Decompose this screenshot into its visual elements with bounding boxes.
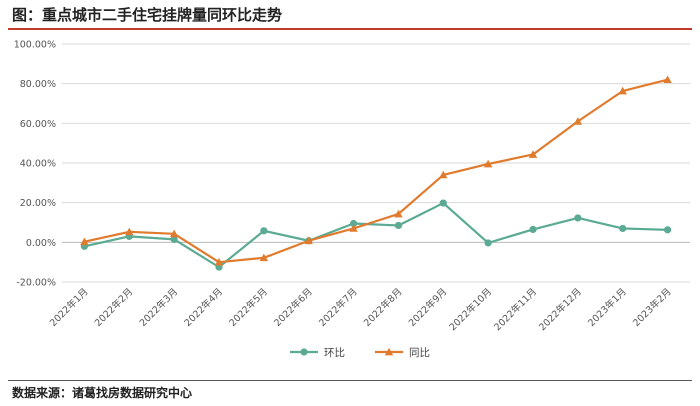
data-point-hb <box>260 227 268 235</box>
series-line-tb <box>84 78 668 264</box>
x-tick-label: 2022年7月 <box>316 286 359 329</box>
legend-marker-tb <box>384 347 394 356</box>
data-point-hb <box>484 239 492 247</box>
y-tick-label: 60.00% <box>20 119 56 130</box>
chart-title: 图：重点城市二手住宅挂牌量同环比走势 <box>12 6 283 24</box>
legend-marker-hb <box>300 348 308 356</box>
x-tick-label: 2022年4月 <box>182 286 225 329</box>
data-point-tb <box>349 224 358 232</box>
x-tick-label: 2022年3月 <box>137 286 180 329</box>
x-tick-label: 2022年1月 <box>47 286 90 329</box>
x-tick-label: 2022年2月 <box>92 286 135 329</box>
data-point-hb <box>619 224 627 233</box>
x-tick-label: 2022年10月 <box>447 286 495 334</box>
data-point-tb <box>618 86 627 95</box>
data-point-hb <box>349 219 358 228</box>
y-tick-label: 80.00% <box>20 79 56 90</box>
legend-label: 同比 <box>409 346 430 359</box>
data-point-tb <box>663 75 672 84</box>
y-tick-label: 40.00% <box>20 159 56 170</box>
x-tick-label: 2022年9月 <box>406 286 449 329</box>
y-tick-label: 0.00% <box>26 238 56 249</box>
data-point-tb <box>259 253 269 262</box>
data-point-hb <box>170 235 178 243</box>
data-point-hb <box>663 226 672 234</box>
footer-rule <box>8 380 692 381</box>
data-source: 数据来源：诸葛找房数据研究中心 <box>12 386 193 400</box>
data-point-hb <box>394 221 403 230</box>
data-point-tb <box>439 170 448 179</box>
y-tick-label: 100.00% <box>14 40 56 51</box>
x-tick-label: 2023年1月 <box>586 286 629 329</box>
data-point-tb <box>304 236 313 245</box>
data-point-tb <box>80 237 89 246</box>
data-point-hb <box>529 225 537 234</box>
y-tick-label: -20.00% <box>16 278 56 289</box>
data-point-tb <box>573 117 583 125</box>
x-tick-label: 2022年12月 <box>536 286 584 334</box>
data-point-tb <box>125 227 134 236</box>
data-point-hb <box>439 199 447 207</box>
x-tick-label: 2022年5月 <box>227 286 270 329</box>
x-tick-label: 2022年11月 <box>492 286 540 334</box>
data-point-tb <box>528 150 538 158</box>
data-point-hb <box>574 214 582 222</box>
x-tick-label: 2022年6月 <box>272 286 315 329</box>
series-line-hb <box>84 201 668 269</box>
legend-label: 环比 <box>324 346 345 359</box>
x-tick-label: 2022年8月 <box>361 286 404 329</box>
data-point-tb <box>169 229 179 238</box>
x-tick-label: 2023年2月 <box>630 286 673 329</box>
title-rule <box>8 28 692 30</box>
data-point-tb <box>394 209 403 218</box>
y-tick-label: 20.00% <box>20 198 56 209</box>
data-point-tb <box>483 159 493 168</box>
data-point-tb <box>214 257 224 266</box>
